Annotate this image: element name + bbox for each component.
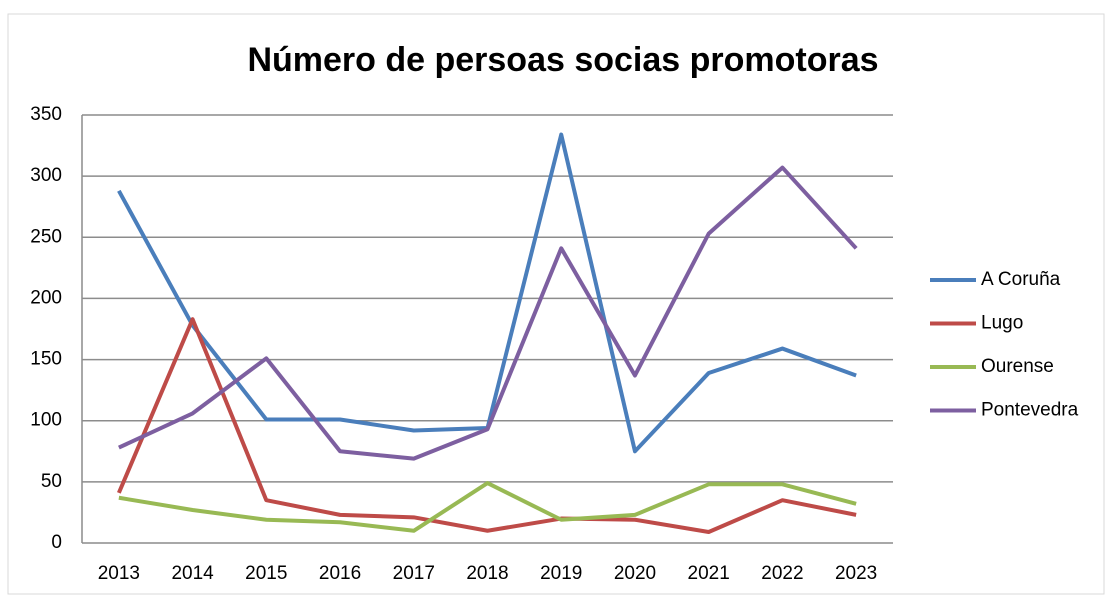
series-line — [118, 481, 857, 533]
y-tick-label: 0 — [51, 532, 62, 553]
x-tick-label: 2022 — [761, 563, 803, 584]
y-tick-label: 350 — [30, 104, 62, 125]
y-tick-label: 300 — [30, 165, 62, 186]
series-line — [118, 165, 858, 461]
x-tick-label: 2020 — [614, 563, 656, 584]
y-tick-label: 100 — [30, 410, 62, 431]
series-line — [117, 317, 857, 534]
x-tick-label: 2021 — [688, 563, 730, 584]
y-tick-label: 250 — [30, 226, 62, 247]
x-tick-label: 2016 — [319, 563, 361, 584]
x-tick-label: 2014 — [171, 563, 214, 584]
y-tick-label: 50 — [41, 471, 62, 492]
chart-border — [7, 13, 1105, 595]
legend-label: Lugo — [981, 313, 1023, 334]
legend-label: Ourense — [981, 356, 1054, 377]
legend-label: Pontevedra — [981, 400, 1079, 421]
x-tick-label: 2015 — [245, 563, 287, 584]
x-tick-label: 2019 — [540, 563, 582, 584]
y-tick-label: 150 — [30, 349, 62, 370]
y-tick-label: 200 — [30, 287, 62, 308]
x-tick-label: 2023 — [835, 563, 877, 584]
legend-label: A Coruña — [981, 269, 1061, 290]
chart-title: Número de persoas socias promotoras — [247, 41, 878, 79]
x-tick-label: 2013 — [98, 563, 140, 584]
x-tick-label: 2018 — [466, 563, 508, 584]
x-tick-label: 2017 — [393, 563, 435, 584]
